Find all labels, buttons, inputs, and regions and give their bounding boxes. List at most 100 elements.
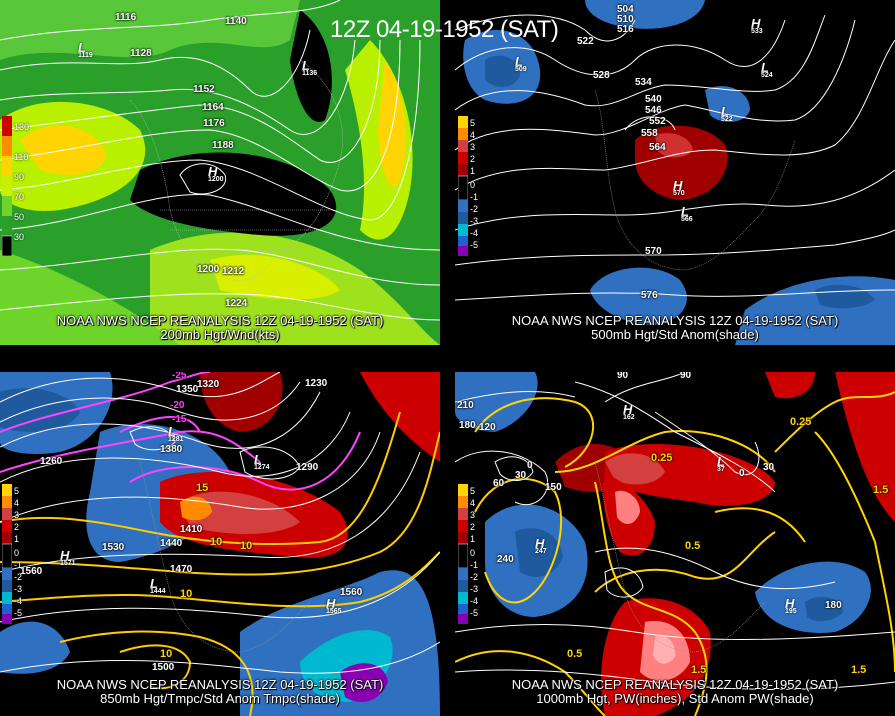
legend-label: 3 xyxy=(14,510,20,520)
contour-label: 510 xyxy=(617,14,634,25)
legend-label: 70 xyxy=(14,192,25,202)
temp-label: 10 xyxy=(180,588,193,600)
legend-label: 130 xyxy=(14,122,30,132)
legend-label: 0 xyxy=(470,180,476,190)
legend-label: -2 xyxy=(470,204,479,214)
pw-label: 1.5 xyxy=(691,664,707,676)
legend-label: 5 xyxy=(470,118,476,128)
contour-label: 1410 xyxy=(180,524,203,535)
contour-label: 528 xyxy=(593,70,610,81)
contour-label: 504 xyxy=(617,4,634,15)
contour-label: 1140 xyxy=(225,16,247,27)
low-center: L 1274 xyxy=(254,452,270,471)
contour-label: 1188 xyxy=(212,140,234,151)
caption-line2: 200mb Hgt/Wnd(kts) xyxy=(160,327,280,342)
contour-label: 1224 xyxy=(225,298,248,309)
caption-line1: NOAA NWS NCEP REANALYSIS 12Z 04-19-1952 … xyxy=(511,677,839,692)
temp-label: -15 xyxy=(172,414,187,425)
contour-label: 1200 xyxy=(197,264,220,275)
pw-label: 0.25 xyxy=(651,452,673,464)
contour-label: 1380 xyxy=(160,444,183,455)
map-200mb xyxy=(0,0,440,345)
legend-label: -3 xyxy=(14,584,23,594)
contour-label: 90 xyxy=(680,372,692,381)
legend-label: 3 xyxy=(470,510,476,520)
low-center: L 1136 xyxy=(302,58,318,77)
legend-label: 0 xyxy=(14,548,20,558)
high-center: H 1571 xyxy=(60,548,76,567)
contour-label: 576 xyxy=(641,290,658,301)
contour-label: 1530 xyxy=(102,542,125,553)
caption-line2: 850mb Hgt/Tmpc/Std Anom Tmpc(shade) xyxy=(100,691,340,706)
map-850mb xyxy=(0,372,440,716)
caption-line1: NOAA NWS NCEP REANALYSIS 12Z 04-19-1952 … xyxy=(511,313,839,328)
contour-label: 30 xyxy=(763,462,775,473)
legend-label: -5 xyxy=(470,240,479,250)
legend-label: 1 xyxy=(14,534,20,544)
contour-label: 1440 xyxy=(160,538,183,549)
legend-label: -4 xyxy=(14,596,23,606)
contour-label: 1560 xyxy=(20,566,43,577)
high-center: H 162 xyxy=(623,402,635,421)
contour-label: 60 xyxy=(493,478,505,489)
pw-label: 1.5 xyxy=(851,664,867,676)
low-center: L 524 xyxy=(761,60,773,79)
contour-label: 1320 xyxy=(197,379,220,390)
low-center: L 566 xyxy=(681,204,693,223)
legend-label: 4 xyxy=(470,130,476,140)
legend-label: -3 xyxy=(470,216,479,226)
temp-label: 10 xyxy=(240,540,253,552)
low-center: L 509 xyxy=(515,54,527,73)
contour-label: 90 xyxy=(617,372,629,381)
legend-label: 1 xyxy=(470,166,476,176)
caption-line1: NOAA NWS NCEP REANALYSIS 12Z 04-19-1952 … xyxy=(56,677,384,692)
legend-label: 90 xyxy=(14,172,25,182)
high-center: H 195 xyxy=(785,596,797,615)
contour-label: 150 xyxy=(545,482,562,493)
contour-label: 564 xyxy=(649,142,666,153)
contour-label: 1128 xyxy=(130,48,152,59)
legend-label: -1 xyxy=(470,560,479,570)
contour-label: 1560 xyxy=(340,587,363,598)
panel-850mb: 5 4 3 2 1 0 -1 -2 -3 -4 -5 1230 1350 132… xyxy=(0,372,440,716)
temp-label: 15 xyxy=(196,482,209,494)
contour-label: 1116 xyxy=(115,12,137,23)
legend-label: 50 xyxy=(14,212,25,222)
low-center: L 1444 xyxy=(150,576,166,595)
contour-label: 522 xyxy=(577,36,594,47)
legend-label: 5 xyxy=(470,486,476,496)
temp-label: 10 xyxy=(160,648,173,660)
contour-label: 570 xyxy=(645,246,662,257)
caption-line2: 1000mb Hgt, PW(inches), Std Anom PW(shad… xyxy=(536,691,814,706)
legend-label: 1 xyxy=(470,534,476,544)
temp-label: -25 xyxy=(172,372,187,381)
contour-label: 1500 xyxy=(152,662,175,673)
legend-label: -4 xyxy=(470,596,479,606)
legend-label: -1 xyxy=(14,560,23,570)
panel-200mb: 130 110 90 70 50 30 1116 1140 1128 1152 … xyxy=(0,0,440,345)
legend-label: 30 xyxy=(14,232,25,242)
map-1000mb xyxy=(455,372,895,716)
caption-line2: 500mb Hgt/Std Anom(shade) xyxy=(591,327,759,342)
contour-label: 180 xyxy=(825,600,842,611)
temp-label: 10 xyxy=(210,536,223,548)
legend-label: -4 xyxy=(470,228,479,238)
panel-500mb: 5 4 3 2 1 0 -1 -2 -3 -4 -5 504 510 516 5… xyxy=(455,0,895,345)
contour-label: 546 xyxy=(645,105,662,116)
legend-label: -1 xyxy=(470,192,479,202)
legend-label: -5 xyxy=(14,608,23,618)
legend-label: -3 xyxy=(470,584,479,594)
contour-label: 0 xyxy=(739,468,745,479)
pw-label: 1.5 xyxy=(873,484,889,496)
panel-1000mb: 5 4 3 2 1 0 -1 -2 -3 -4 -5 210 180 120 9… xyxy=(455,372,895,716)
contour-label: 240 xyxy=(497,554,514,565)
contour-label: 1152 xyxy=(193,84,215,95)
contour-label: 180 xyxy=(459,420,476,431)
legend-label: 110 xyxy=(14,152,29,162)
legend-label: 0 xyxy=(470,548,476,558)
contour-label: 516 xyxy=(617,24,634,35)
high-center: H 1565 xyxy=(326,596,342,615)
temp-label: -20 xyxy=(170,400,185,411)
caption-line1: NOAA NWS NCEP REANALYSIS 12Z 04-19-1952 … xyxy=(56,313,384,328)
contour-label: 552 xyxy=(649,116,666,127)
